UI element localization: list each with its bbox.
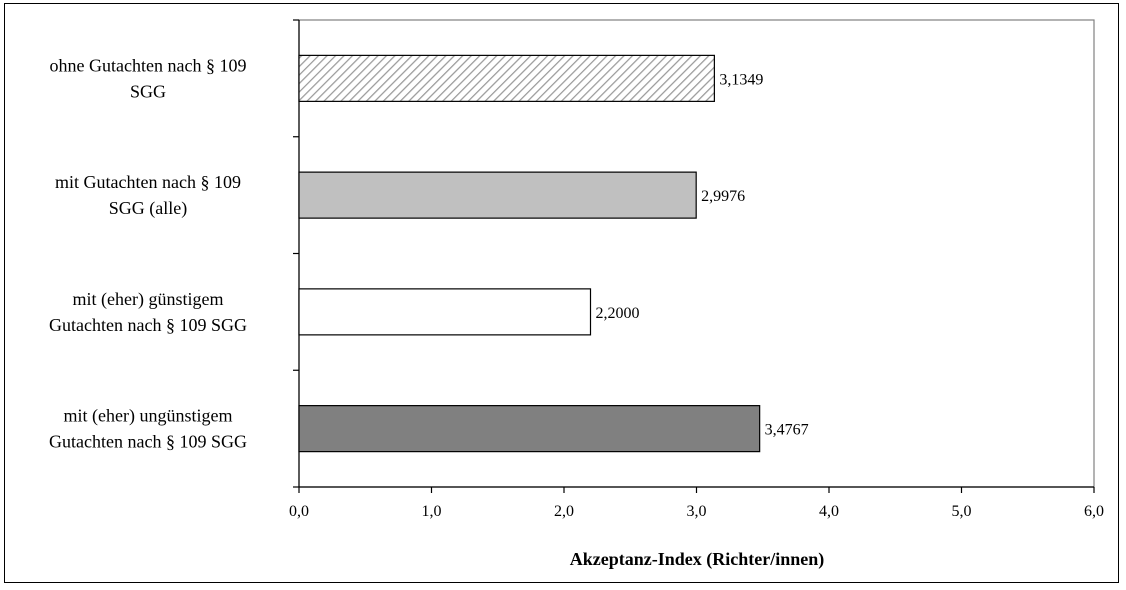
category-label: ohne Gutachten nach § 109 — [50, 55, 247, 75]
category-label: Gutachten nach § 109 SGG — [49, 432, 247, 452]
bar — [298, 405, 761, 453]
category-label: mit (eher) günstigem — [73, 289, 224, 310]
x-tick-label: 4,0 — [819, 503, 839, 520]
category-label: SGG (alle) — [109, 198, 187, 219]
category-label: mit (eher) ungünstigem — [64, 406, 233, 427]
x-tick-label: 1,0 — [422, 503, 442, 520]
x-tick-label: 0,0 — [289, 503, 309, 520]
x-axis-title: Akzeptanz-Index (Richter/innen) — [570, 549, 825, 570]
bar — [298, 171, 697, 219]
bar-value-label: 3,1349 — [719, 71, 763, 88]
x-tick-label: 2,0 — [554, 503, 574, 520]
x-tick-label: 6,0 — [1084, 503, 1104, 520]
bar-value-label: 3,4767 — [765, 422, 809, 439]
category-label: SGG — [130, 81, 166, 101]
bar-value-label: 2,2000 — [596, 305, 640, 322]
bar — [298, 54, 715, 102]
bar-value-label: 2,9976 — [701, 188, 745, 205]
x-tick-label: 5,0 — [952, 503, 972, 520]
bar — [298, 288, 592, 336]
x-tick-label: 3,0 — [687, 503, 707, 520]
category-label: Gutachten nach § 109 SGG — [49, 315, 247, 335]
category-label: mit Gutachten nach § 109 — [55, 172, 241, 192]
